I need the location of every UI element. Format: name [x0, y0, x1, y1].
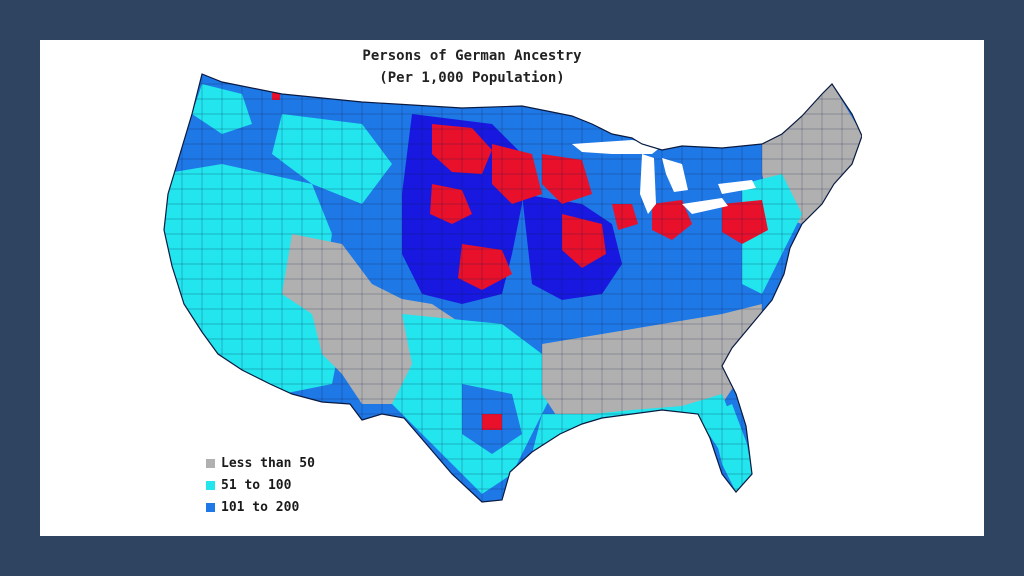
legend-swatch [206, 458, 215, 468]
legend-label: 51 to 100 [221, 477, 292, 493]
map-panel: Persons of German Ancestry (Per 1,000 Po… [162, 48, 862, 522]
country-outline [163, 73, 862, 503]
legend: Less than 50 51 to 100 101 to 200 [206, 452, 315, 518]
legend-item: 101 to 200 [206, 496, 315, 518]
legend-item: Less than 50 [206, 452, 315, 474]
legend-label: 101 to 200 [221, 499, 300, 515]
map-title: Persons of German Ancestry [362, 48, 582, 64]
legend-swatch [206, 480, 215, 490]
map-subtitle: (Per 1,000 Population) [379, 70, 565, 86]
legend-label: Less than 50 [221, 455, 315, 471]
legend-swatch [206, 502, 215, 512]
great-lakes [572, 140, 756, 214]
legend-item: 51 to 100 [206, 474, 315, 496]
slide-frame: Persons of German Ancestry (Per 1,000 Po… [40, 40, 984, 536]
choropleth-map [163, 73, 862, 503]
